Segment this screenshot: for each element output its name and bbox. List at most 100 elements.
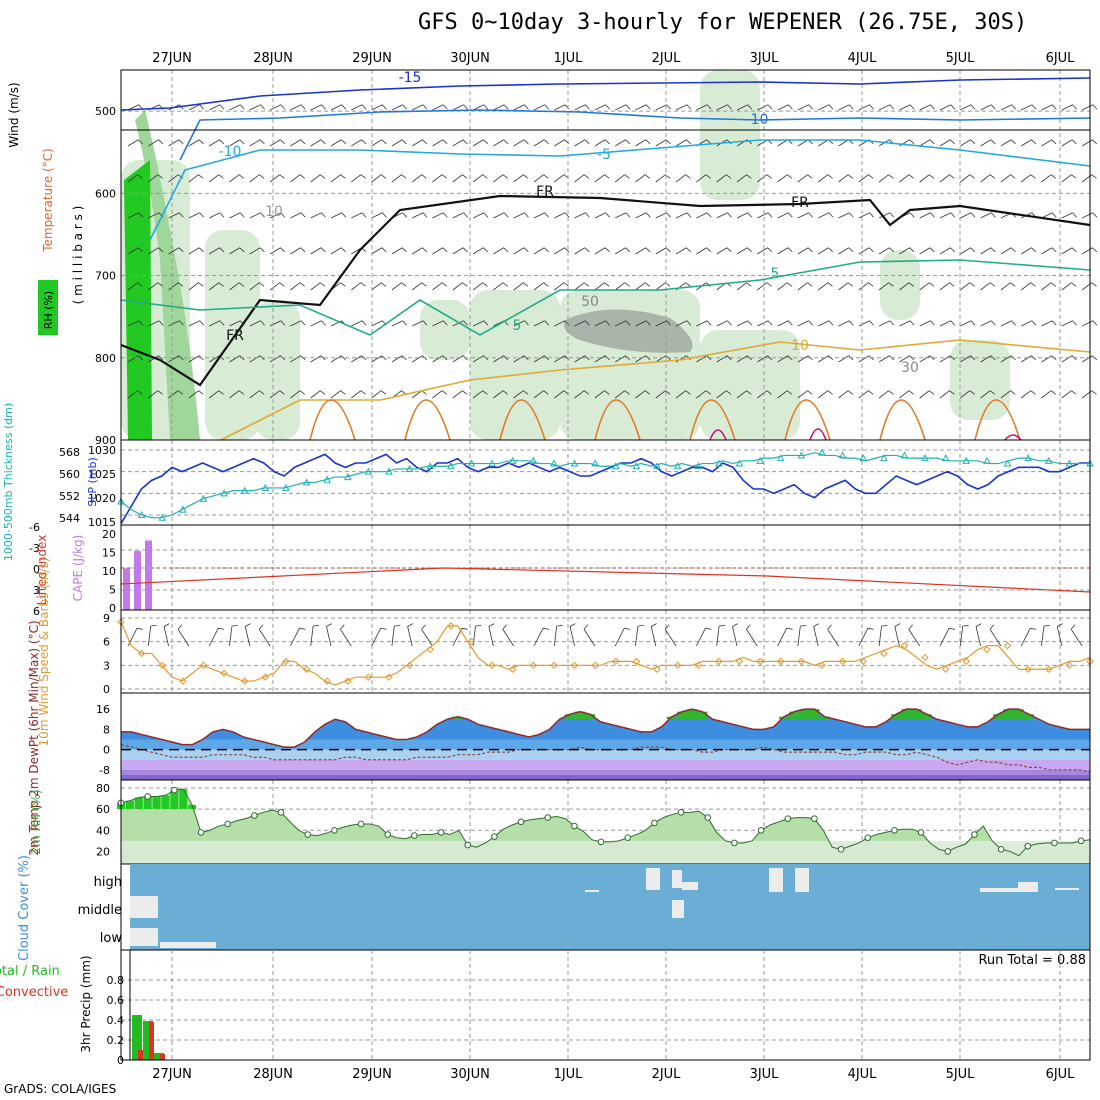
wind-barb: [340, 624, 352, 647]
rh-shading: [700, 70, 760, 200]
wind-barb-flag: [644, 282, 651, 287]
wind-barb: [168, 247, 184, 255]
wind-barb-flag: [279, 174, 285, 179]
wind-barb-flag: [706, 104, 712, 110]
wind-barb-flag: [585, 104, 590, 110]
wind-barb-staff: [675, 320, 688, 327]
wind-barb-flag: [889, 104, 895, 110]
wind-barb: [1020, 390, 1036, 399]
wind-barb-staff: [208, 282, 219, 291]
wind-barb-staff: [655, 355, 667, 363]
wind-barb-staff: [330, 174, 341, 183]
wind-barb: [168, 174, 184, 183]
wind-barb-staff: [797, 174, 808, 183]
wind-barb: [127, 390, 143, 399]
wind-barb-flag: [360, 174, 366, 179]
wind-barb-flag: [1091, 390, 1097, 395]
wind-barb-flag: [543, 139, 549, 145]
wind-barb-flag: [1092, 212, 1098, 218]
wind-barb-flag: [300, 212, 306, 218]
thickness-tick: 560: [59, 468, 80, 481]
wind-barb: [310, 320, 326, 327]
wind-barb-staff: [249, 104, 261, 111]
wind-barb-staff: [919, 212, 931, 219]
wind-barb-flag: [340, 282, 346, 287]
wind-barb: [452, 174, 468, 183]
wind-barb-flag: [645, 247, 651, 253]
wind-barb: [858, 390, 874, 399]
wind-barb-flag: [177, 624, 183, 630]
wind-barb-flag: [624, 282, 630, 287]
wind-barb-flag: [407, 623, 414, 627]
wind-barb: [502, 624, 515, 647]
wind-barb: [208, 282, 224, 291]
wind-barb-staff: [899, 282, 910, 291]
wind-barb: [351, 139, 367, 147]
wind-barb: [960, 212, 976, 219]
wind-barb: [1061, 139, 1077, 147]
wind-barb: [939, 174, 955, 183]
wind-barb-staff: [635, 247, 646, 255]
wind-barb-flag: [219, 139, 225, 145]
wind-barb-staff: [452, 355, 464, 363]
wind-barb-flag: [685, 174, 691, 179]
thickness-marker: [673, 462, 682, 470]
wind-barb-staff: [290, 139, 301, 147]
wind-speed-marker: [261, 673, 270, 681]
wind-barb: [330, 390, 346, 399]
wind-barb: [269, 390, 285, 399]
wind-barb-staff: [168, 247, 180, 255]
wind-barb: [411, 247, 428, 255]
wind-barb-staff: [1061, 282, 1072, 291]
x-top-label: 30JUN: [450, 51, 490, 66]
wind-barb-staff: [148, 320, 160, 327]
wind-barb: [813, 623, 820, 647]
wind-barb-flag: [604, 174, 610, 179]
wind-barb-staff: [163, 626, 169, 647]
wind-barb-flag: [422, 320, 428, 326]
wind-barb-flag: [198, 282, 204, 287]
wind-barb-flag: [320, 355, 326, 361]
wind-barb: [818, 320, 834, 327]
wind-barb: [290, 174, 305, 183]
rh-marker: [864, 834, 872, 841]
wind-barb: [939, 390, 955, 399]
wind-barb: [513, 390, 529, 399]
wind-barb-flag: [463, 320, 468, 326]
wind-barb-flag: [382, 104, 387, 110]
wind-barb: [716, 390, 732, 399]
wind-barb: [1081, 320, 1098, 327]
wind-barb-staff: [960, 212, 972, 219]
wind-barb: [908, 624, 921, 647]
wind-barb-flag: [929, 139, 935, 145]
wind-barb: [939, 282, 955, 291]
x-bottom-label: 28JUN: [253, 1067, 293, 1082]
wind-barb-flag: [807, 390, 813, 395]
wind-barb-flag: [219, 320, 225, 326]
wind-barb: [432, 139, 448, 147]
wind-barb-flag: [1051, 139, 1057, 145]
wind-barb: [290, 355, 306, 363]
wind-barb-flag: [401, 139, 407, 145]
thickness-marker: [632, 462, 641, 470]
wind-barb: [269, 174, 285, 183]
x-top-label: 3JUL: [750, 51, 780, 66]
wind-barb-staff: [696, 627, 706, 647]
wind-barb-staff: [269, 139, 281, 147]
wind-barb: [1081, 212, 1098, 219]
wind-barb-flag: [808, 104, 813, 110]
wind-barb: [229, 104, 245, 111]
wind-barb-staff: [554, 104, 566, 111]
wind-barb-staff: [716, 212, 728, 219]
wind-barb: [1081, 104, 1098, 111]
wind-barb-staff: [1070, 629, 1083, 647]
wind-barb: [675, 212, 692, 219]
wind-barb-staff: [838, 390, 849, 399]
wind-barb-staff: [488, 626, 494, 647]
wind-barb: [614, 390, 630, 399]
wind-barb: [980, 282, 996, 291]
wind-barb: [919, 139, 935, 147]
wind-barb-staff: [269, 212, 282, 219]
li-tick: -6: [29, 521, 40, 534]
wind-barb-staff: [777, 247, 789, 255]
